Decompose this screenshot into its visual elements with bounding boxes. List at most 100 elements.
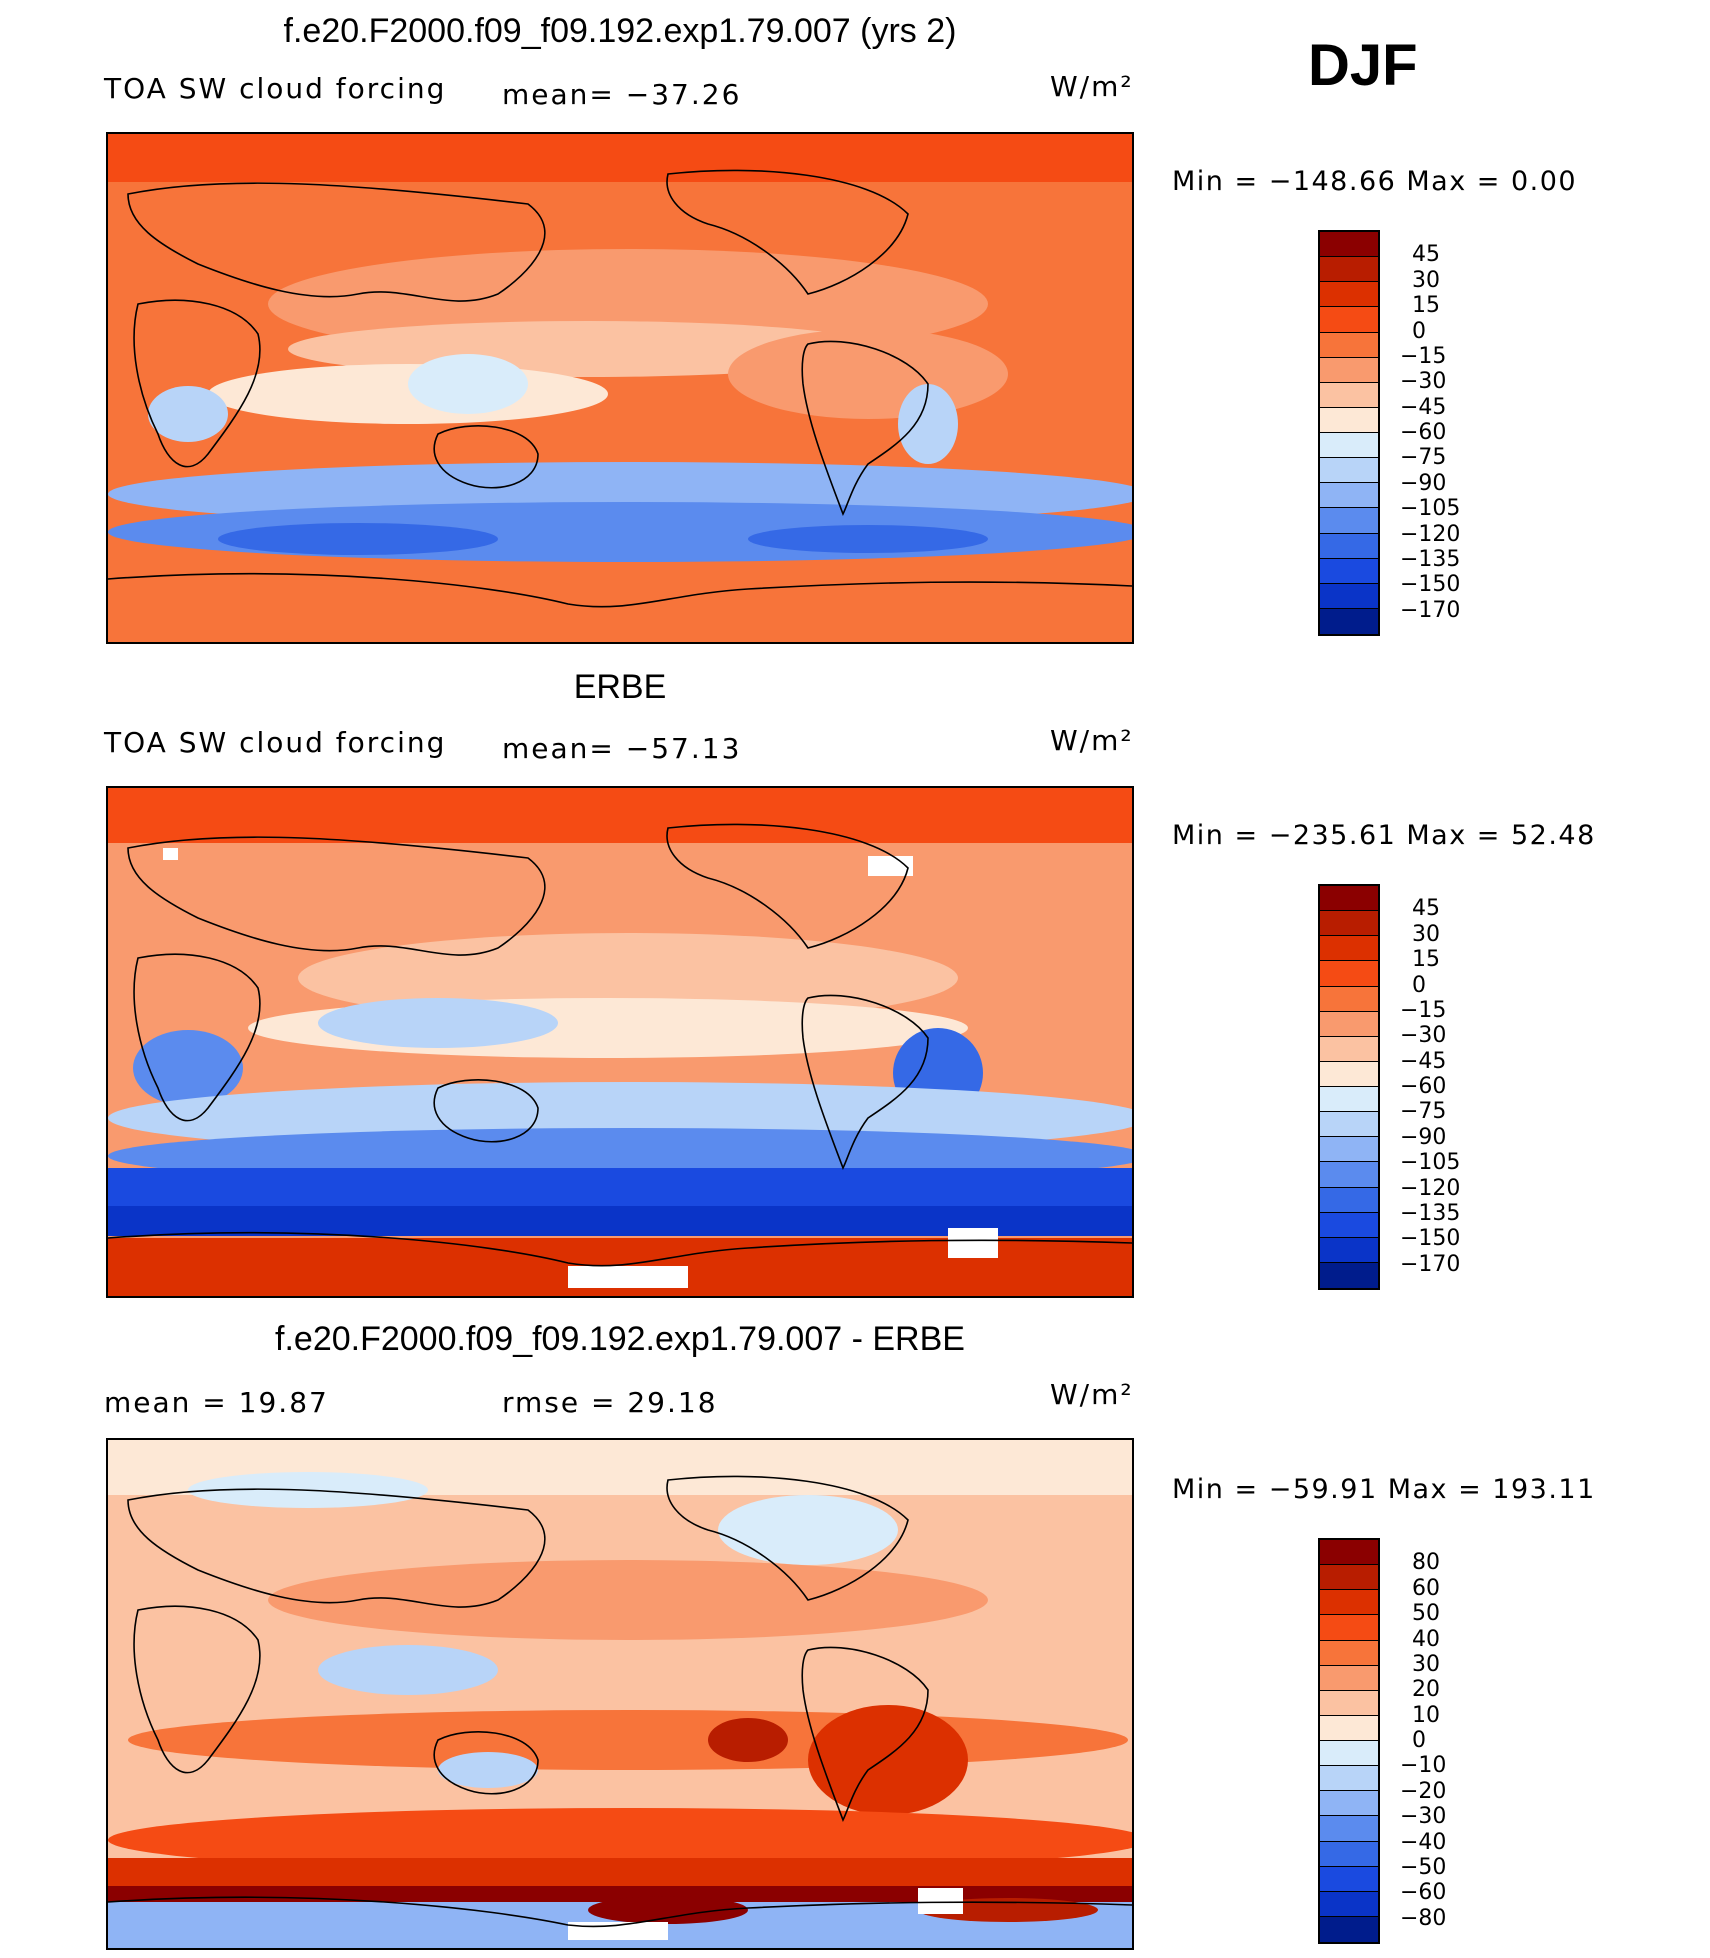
colorbar-swatch bbox=[1320, 1715, 1378, 1741]
colorbar-swatch bbox=[1320, 257, 1378, 283]
colorbar-swatch bbox=[1320, 1615, 1378, 1641]
panel-2-map bbox=[106, 786, 1134, 1298]
panel-1-variable-label: TOA SW cloud forcing bbox=[104, 72, 447, 105]
colorbar-tick-label: −80 bbox=[1400, 1905, 1447, 1931]
panel-2-map-field bbox=[108, 788, 1132, 1296]
colorbar-swatch bbox=[1320, 1137, 1378, 1163]
colorbar-tick-label: 0 bbox=[1412, 1728, 1426, 1753]
panel-2-units-label: W/m² bbox=[1050, 724, 1134, 757]
colorbar-tick-label: −75 bbox=[1400, 1099, 1447, 1125]
colorbar-tick-label: −20 bbox=[1400, 1778, 1447, 1804]
colorbar-tick-label: −170 bbox=[1400, 597, 1461, 623]
colorbar-swatch bbox=[1320, 558, 1378, 584]
colorbar-swatch bbox=[1320, 961, 1378, 987]
panel-1-title: f.e20.F2000.f09_f09.192.exp1.79.007 (yrs… bbox=[283, 12, 957, 50]
colorbar-swatch bbox=[1320, 1841, 1378, 1867]
panel-3-title: f.e20.F2000.f09_f09.192.exp1.79.007 - ER… bbox=[275, 1320, 965, 1358]
colorbar-swatch bbox=[1320, 508, 1378, 534]
colorbar-swatch bbox=[1320, 357, 1378, 383]
colorbar-swatch bbox=[1320, 1212, 1378, 1238]
colorbar-swatch bbox=[1320, 1036, 1378, 1062]
panel-3-colorbar bbox=[1318, 1538, 1380, 1944]
colorbar-swatch bbox=[1320, 282, 1378, 308]
colorbar-swatch bbox=[1320, 1640, 1378, 1666]
colorbar-swatch bbox=[1320, 1741, 1378, 1767]
colorbar-tick-label: −90 bbox=[1400, 470, 1447, 496]
colorbar-tick-label: 60 bbox=[1412, 1575, 1440, 1601]
colorbar-swatch bbox=[1320, 1262, 1378, 1288]
colorbar-swatch bbox=[1320, 1766, 1378, 1792]
colorbar-swatch bbox=[1320, 1665, 1378, 1691]
colorbar-swatch bbox=[1320, 986, 1378, 1012]
colorbar-swatch bbox=[1320, 886, 1378, 912]
colorbar-tick-label: −60 bbox=[1400, 1880, 1447, 1906]
colorbar-tick-label: 30 bbox=[1412, 1651, 1440, 1677]
colorbar-tick-label: −60 bbox=[1400, 420, 1447, 445]
season-label: DJF bbox=[1308, 33, 1418, 98]
colorbar-tick-label: 0 bbox=[1412, 972, 1426, 998]
colorbar-tick-label: −45 bbox=[1400, 1048, 1447, 1074]
colorbar-swatch bbox=[1320, 1891, 1378, 1917]
colorbar-tick-label: 50 bbox=[1412, 1601, 1440, 1627]
panel-1-units-label: W/m² bbox=[1050, 70, 1134, 103]
colorbar-swatch bbox=[1320, 1087, 1378, 1113]
panel-2-mean-label: mean= −57.13 bbox=[502, 732, 742, 765]
colorbar-swatch bbox=[1320, 1791, 1378, 1817]
colorbar-swatch bbox=[1320, 1565, 1378, 1591]
panel-3-mean-label: mean = 19.87 bbox=[104, 1386, 329, 1419]
colorbar-swatch bbox=[1320, 936, 1378, 962]
colorbar-tick-label: 45 bbox=[1412, 242, 1440, 268]
panel-3-map-field bbox=[108, 1440, 1132, 1948]
panel-1-map bbox=[106, 132, 1134, 644]
colorbar-tick-label: 45 bbox=[1412, 896, 1440, 922]
colorbar-swatch bbox=[1320, 458, 1378, 484]
panel-2-colorbar bbox=[1318, 884, 1380, 1290]
colorbar-tick-label: −30 bbox=[1400, 1023, 1447, 1049]
panel-1-mean-label: mean= −37.26 bbox=[502, 78, 742, 111]
colorbar-tick-label: −120 bbox=[1400, 521, 1461, 547]
panel-3-map bbox=[106, 1438, 1134, 1950]
colorbar-tick-label: −60 bbox=[1400, 1074, 1447, 1099]
colorbar-tick-label: −170 bbox=[1400, 1251, 1461, 1277]
colorbar-tick-label: −75 bbox=[1400, 445, 1447, 471]
colorbar-tick-label: −50 bbox=[1400, 1854, 1447, 1880]
colorbar-tick-label: 80 bbox=[1412, 1550, 1440, 1576]
colorbar-swatch bbox=[1320, 1061, 1378, 1087]
colorbar-tick-label: −105 bbox=[1400, 496, 1461, 522]
colorbar-swatch bbox=[1320, 407, 1378, 433]
colorbar-tick-label: −40 bbox=[1400, 1829, 1447, 1855]
colorbar-swatch bbox=[1320, 1690, 1378, 1716]
colorbar-tick-label: 40 bbox=[1412, 1626, 1440, 1652]
colorbar-tick-label: 30 bbox=[1412, 267, 1440, 293]
colorbar-swatch bbox=[1320, 1916, 1378, 1942]
colorbar-tick-label: 15 bbox=[1412, 947, 1440, 973]
colorbar-tick-label: −105 bbox=[1400, 1150, 1461, 1176]
colorbar-swatch bbox=[1320, 232, 1378, 258]
colorbar-swatch bbox=[1320, 1816, 1378, 1842]
colorbar-swatch bbox=[1320, 1590, 1378, 1616]
colorbar-tick-label: 15 bbox=[1412, 293, 1440, 319]
colorbar-swatch bbox=[1320, 1112, 1378, 1138]
panel-3-rmse-label: rmse = 29.18 bbox=[502, 1386, 718, 1419]
colorbar-swatch bbox=[1320, 1011, 1378, 1037]
colorbar-swatch bbox=[1320, 1866, 1378, 1892]
colorbar-tick-label: −135 bbox=[1400, 546, 1461, 572]
colorbar-swatch bbox=[1320, 533, 1378, 559]
panel-2-minmax: Min = −235.61 Max = 52.48 bbox=[1172, 820, 1596, 851]
colorbar-tick-label: −150 bbox=[1400, 1226, 1461, 1252]
colorbar-swatch bbox=[1320, 483, 1378, 509]
colorbar-tick-label: 30 bbox=[1412, 921, 1440, 947]
colorbar-swatch bbox=[1320, 608, 1378, 634]
colorbar-tick-label: −15 bbox=[1400, 997, 1447, 1023]
panel-3-units-label: W/m² bbox=[1050, 1378, 1134, 1411]
colorbar-swatch bbox=[1320, 1540, 1378, 1566]
colorbar-tick-label: −90 bbox=[1400, 1124, 1447, 1150]
colorbar-swatch bbox=[1320, 1237, 1378, 1263]
panel-2-title: ERBE bbox=[573, 668, 667, 706]
colorbar-tick-label: −15 bbox=[1400, 343, 1447, 369]
colorbar-tick-label: −45 bbox=[1400, 394, 1447, 420]
colorbar-swatch bbox=[1320, 382, 1378, 408]
colorbar-swatch bbox=[1320, 1187, 1378, 1213]
colorbar-tick-label: −120 bbox=[1400, 1175, 1461, 1201]
panel-1-minmax: Min = −148.66 Max = 0.00 bbox=[1172, 166, 1578, 197]
